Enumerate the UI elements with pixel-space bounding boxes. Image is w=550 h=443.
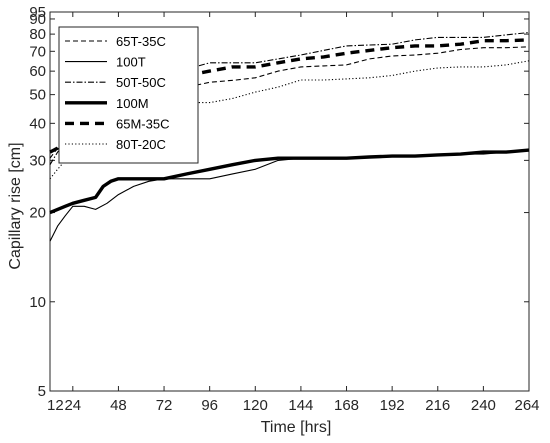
y-tick-label: 5 — [38, 383, 46, 400]
y-tick-label: 50 — [29, 87, 46, 104]
series-line-3 — [49, 148, 530, 215]
y-tick-label: 30 — [29, 152, 46, 169]
legend-label: 65T-35C — [116, 34, 166, 49]
x-axis-label: Time [hrs] — [261, 419, 332, 436]
x-tick-label: 240 — [471, 397, 496, 414]
x-tick-label: 24 — [64, 397, 81, 414]
x-tick-label: 216 — [425, 397, 450, 414]
legend: 65T-35C 100T 50T-50C 100M 65M-35C 80T-20C — [58, 26, 199, 164]
x-tick-label: 192 — [380, 397, 405, 414]
y-tick-label: 70 — [29, 43, 46, 60]
y-tick-label: 20 — [29, 205, 46, 222]
x-tick-label: 96 — [201, 397, 218, 414]
x-tick-label: 48 — [110, 397, 127, 414]
y-tick-label: 60 — [29, 63, 46, 80]
y-tick-label: 40 — [29, 115, 46, 132]
x-tick-label: 168 — [334, 397, 359, 414]
legend-box — [58, 26, 199, 164]
x-tick-label: 72 — [156, 397, 173, 414]
series-line-4 — [49, 38, 530, 154]
x-tick-label: 120 — [243, 397, 268, 414]
y-tick-label: 10 — [29, 294, 46, 311]
y-tick-label: 95 — [29, 4, 46, 21]
y-tick-label: 80 — [29, 26, 46, 43]
x-tick-label: 264 — [514, 397, 539, 414]
x-axis: 12 24 48 72 96 120 144 168 192 216 240 264 — [47, 12, 540, 414]
legend-label: 65M-35C — [116, 116, 169, 131]
y-axis-label: Capillary rise [cm] — [7, 142, 24, 269]
legend-label: 80T-20C — [116, 137, 166, 152]
legend-label: 100M — [116, 96, 149, 111]
legend-label: 100T — [116, 55, 146, 70]
y-tick-label: 90 — [29, 11, 46, 28]
x-tick-label: 144 — [288, 397, 313, 414]
legend-label: 50T-50C — [116, 75, 166, 90]
x-tick-label: 12 — [47, 397, 64, 414]
